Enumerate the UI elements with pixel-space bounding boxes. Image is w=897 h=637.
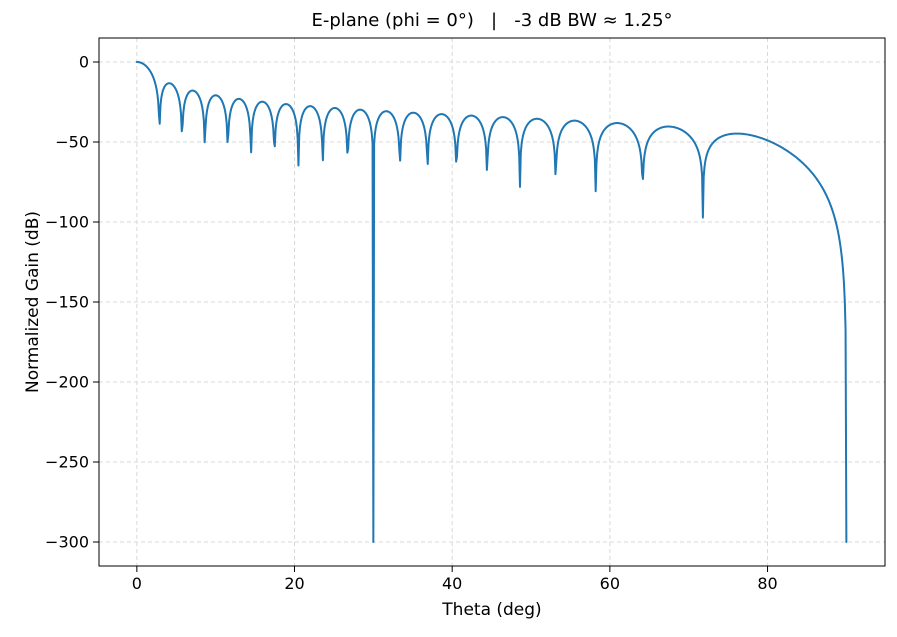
- x-tick-label: 40: [442, 574, 462, 593]
- x-tick-label: 80: [757, 574, 777, 593]
- x-tick-label: 60: [600, 574, 620, 593]
- y-axis-label-text: Normalized Gain (dB): [23, 210, 43, 394]
- gain-curve: [135, 61, 848, 543]
- y-tick-label: −250: [45, 453, 89, 472]
- y-tick-label: −150: [45, 293, 89, 312]
- y-tick-label: −100: [45, 213, 89, 232]
- x-tick-label: 20: [284, 574, 304, 593]
- y-tick-label: 0: [79, 53, 89, 72]
- x-tick-label: 0: [132, 574, 142, 593]
- chart-title: E-plane (phi = 0°) | -3 dB BW ≈ 1.25°: [311, 10, 673, 31]
- y-tick-label: −50: [55, 133, 89, 152]
- y-tick-label: −300: [45, 533, 89, 552]
- y-tick-label: −200: [45, 373, 89, 392]
- x-axis-label: Theta (deg): [442, 600, 542, 620]
